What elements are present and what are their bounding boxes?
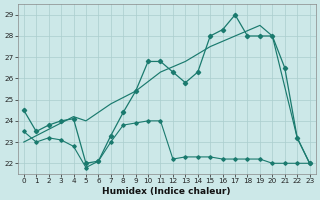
X-axis label: Humidex (Indice chaleur): Humidex (Indice chaleur) bbox=[102, 187, 231, 196]
